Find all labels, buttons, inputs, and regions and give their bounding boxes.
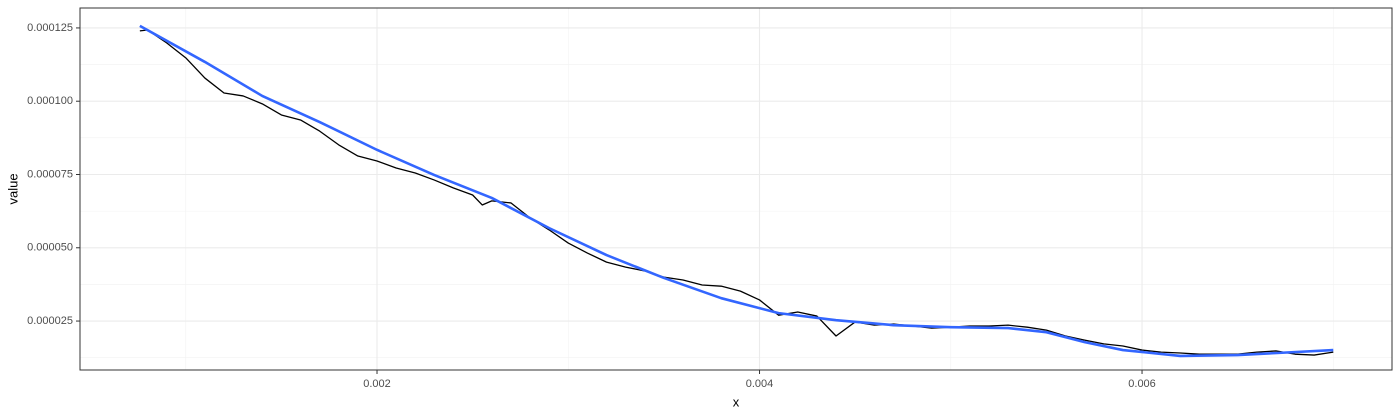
line: [139, 24, 1334, 358]
panel-border: [79, 7, 1393, 371]
y-tick-label: 0.000025: [27, 315, 73, 327]
y-tick-label: 0.000075: [27, 168, 73, 180]
x-axis-title: x: [733, 394, 740, 409]
y-axis-title: value: [5, 173, 20, 204]
x-tick-label: 0.002: [363, 378, 391, 390]
y-tick-label: 0.000100: [27, 95, 73, 107]
line: [139, 29, 1334, 356]
y-tick-label: 0.000125: [27, 22, 73, 34]
y-tick-label: 0.000050: [27, 242, 73, 254]
x-tick-label: 0.006: [1128, 378, 1156, 390]
x-tick-label: 0.004: [746, 378, 774, 390]
